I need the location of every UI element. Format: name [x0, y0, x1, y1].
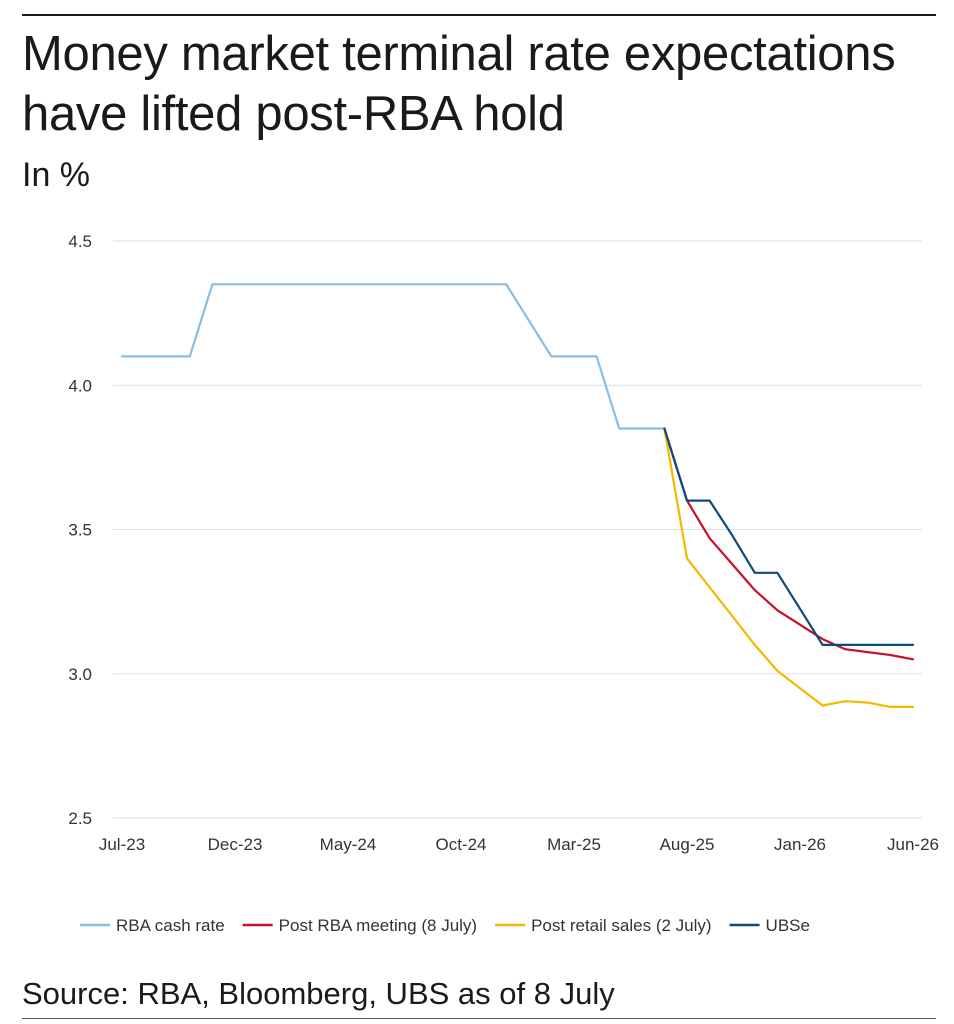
y-tick-label: 2.5	[68, 809, 92, 828]
chart-subtitle: In %	[22, 156, 91, 194]
gridlines	[113, 240, 922, 819]
y-tick-label: 4.5	[68, 232, 92, 251]
source-note: Source: RBA, Bloomberg, UBS as of 8 July	[22, 976, 615, 1011]
series-line-1	[663, 427, 915, 661]
x-tick-label: Aug-25	[660, 835, 715, 854]
series-lines	[120, 283, 915, 709]
legend-label: RBA cash rate	[116, 916, 225, 935]
y-axis-ticks: 4.5 4.0 3.5 3.0 2.5	[68, 232, 92, 828]
x-axis-ticks: Jul-23 Dec-23 May-24 Oct-24 Mar-25 Aug-25 Jan-…	[99, 835, 939, 854]
legend: RBA cash rate Post RBA meeting (8 July) Po…	[80, 916, 810, 935]
y-tick-label: 3.0	[68, 665, 92, 684]
series-line-0	[120, 283, 666, 430]
x-tick-label: Mar-25	[547, 835, 601, 854]
top-rule	[22, 14, 936, 16]
series-line-2	[663, 427, 915, 709]
bottom-rule	[22, 1018, 936, 1019]
x-tick-label: Jun-26	[887, 835, 939, 854]
chart-title: Money market terminal rate expectations …	[22, 27, 896, 141]
legend-label: Post RBA meeting (8 July)	[279, 916, 477, 935]
y-tick-label: 3.5	[68, 521, 92, 540]
x-tick-label: Jul-23	[99, 835, 145, 854]
x-tick-label: Oct-24	[435, 835, 486, 854]
line-chart: 4.5 4.0 3.5 3.0 2.5 Jul-23 Dec-23 May-24 Oct-24…	[68, 232, 939, 935]
legend-label: UBSe	[766, 916, 810, 935]
y-tick-label: 4.0	[68, 376, 92, 395]
x-tick-label: Dec-23	[208, 835, 263, 854]
x-tick-label: May-24	[320, 835, 377, 854]
series-line-3	[663, 427, 915, 647]
x-tick-label: Jan-26	[774, 835, 826, 854]
legend-label: Post retail sales (2 July)	[531, 916, 711, 935]
